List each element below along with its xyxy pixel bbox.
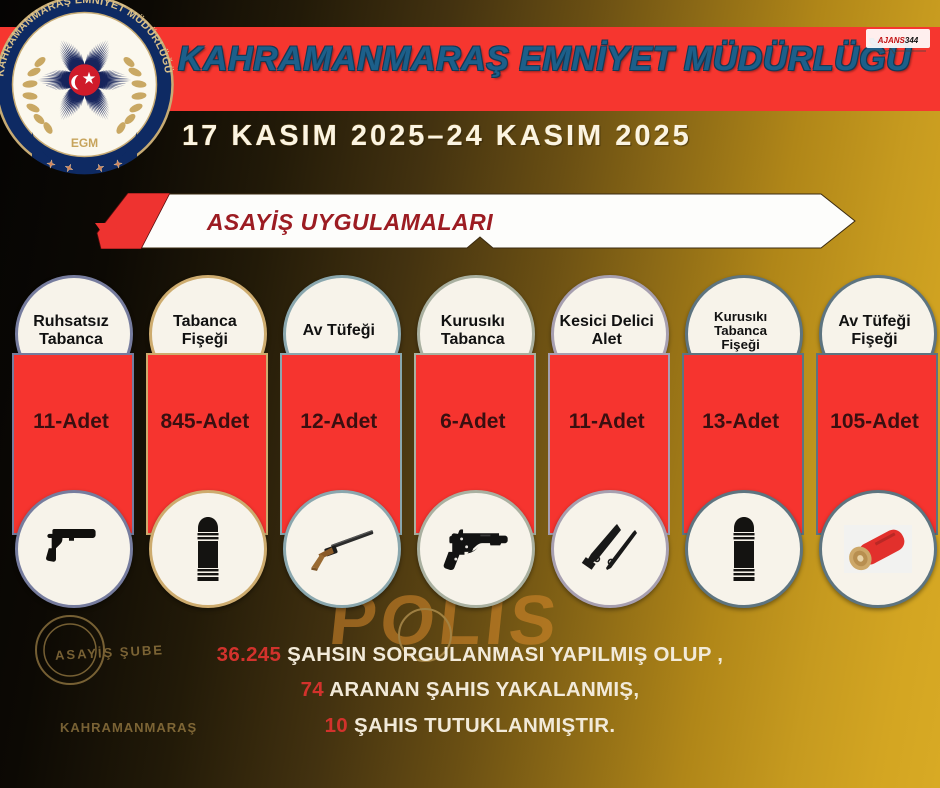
svg-text:ASAYİŞ UYGULAMALARI: ASAYİŞ UYGULAMALARI (206, 209, 493, 235)
svg-text:EGM: EGM (71, 136, 98, 150)
